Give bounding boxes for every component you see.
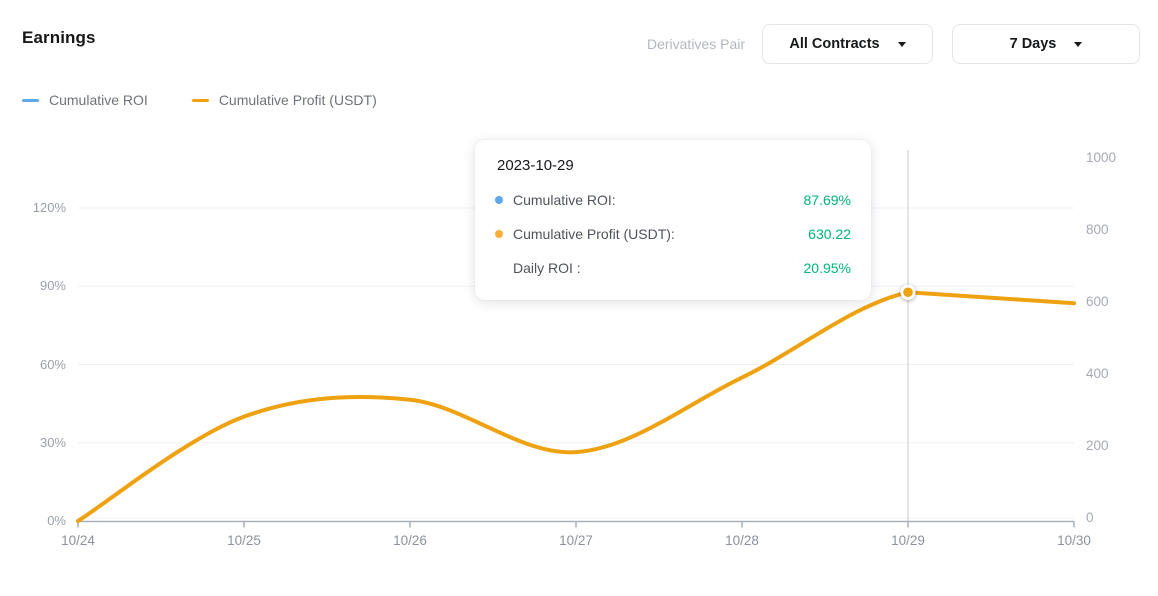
legend-item-cumulative-roi[interactable]: Cumulative ROI [22,92,148,108]
y-axis-left: 120% 90% 60% 30% 0% [0,200,66,529]
tooltip-date: 2023-10-29 [497,157,574,174]
x-tick-label: 10/27 [559,533,593,548]
legend-label: Cumulative Profit (USDT) [218,92,377,108]
tooltip-row-daily-roi: Daily ROI : 20.95% [495,251,851,285]
derivatives-pair-label: Derivatives Pair [646,36,745,52]
tooltip-label: Cumulative Profit (USDT): [513,226,675,242]
y-axis-right: 1000 800 600 400 200 0 [1086,150,1146,526]
legend-label: Cumulative ROI [49,92,148,108]
x-axis: 10/24 10/25 10/26 10/27 10/28 10/29 10/3… [0,533,1158,551]
y-tick-label: 0% [47,513,66,528]
spacer-dot [495,264,503,272]
x-tick-label: 10/25 [227,533,261,548]
profit-line-swatch [191,98,209,102]
legend-item-cumulative-profit[interactable]: Cumulative Profit (USDT) [191,92,377,108]
x-tick-label: 10/24 [61,533,95,548]
profit-dot-icon [495,230,503,238]
tooltip-row-cumulative-profit: Cumulative Profit (USDT): 630.22 [495,217,851,251]
chart-tooltip: 2023-10-29 Cumulative ROI: 87.69% Cumula… [475,140,871,300]
chart-canvas[interactable] [0,130,1158,570]
page-title: Earnings [22,28,96,47]
y-tick-label: 1000 [1086,150,1117,165]
earnings-chart[interactable]: 120% 90% 60% 30% 0% 1000 800 600 400 200… [0,130,1158,570]
time-range-dropdown-value: 7 Days [1009,36,1057,52]
header-controls: Derivatives Pair All Contracts 7 Days [647,24,1140,64]
x-tick-label: 10/28 [725,533,759,548]
x-tick-label: 10/30 [1057,533,1091,548]
y-tick-label: 60% [39,356,66,372]
chevron-down-icon [897,42,906,47]
chevron-down-icon [1074,42,1083,47]
tooltip-value: 20.95% [803,260,851,276]
y-tick-label: 600 [1086,294,1109,309]
y-tick-label: 200 [1086,438,1109,453]
chart-legend: Cumulative ROI Cumulative Profit (USDT) [22,92,377,108]
y-tick-label: 30% [39,434,66,450]
y-tick-label: 120% [32,200,66,215]
time-range-dropdown[interactable]: 7 Days [952,24,1140,64]
tooltip-value: 87.69% [803,192,851,208]
roi-dot-icon [495,196,503,204]
x-tick-label: 10/29 [891,533,925,548]
x-tick-label: 10/26 [393,533,427,548]
y-tick-label: 800 [1086,222,1109,237]
y-tick-label: 90% [39,278,66,294]
tooltip-value: 630.22 [808,226,851,242]
y-tick-label: 400 [1086,366,1109,381]
y-tick-label: 0 [1086,510,1094,525]
tooltip-label: Cumulative ROI: [513,192,616,208]
tooltip-row-cumulative-roi: Cumulative ROI: 87.69% [495,183,851,217]
contracts-dropdown[interactable]: All Contracts [762,24,933,64]
roi-line-swatch [22,98,39,102]
tooltip-label: Daily ROI : [513,260,581,276]
contracts-dropdown-value: All Contracts [789,36,880,52]
